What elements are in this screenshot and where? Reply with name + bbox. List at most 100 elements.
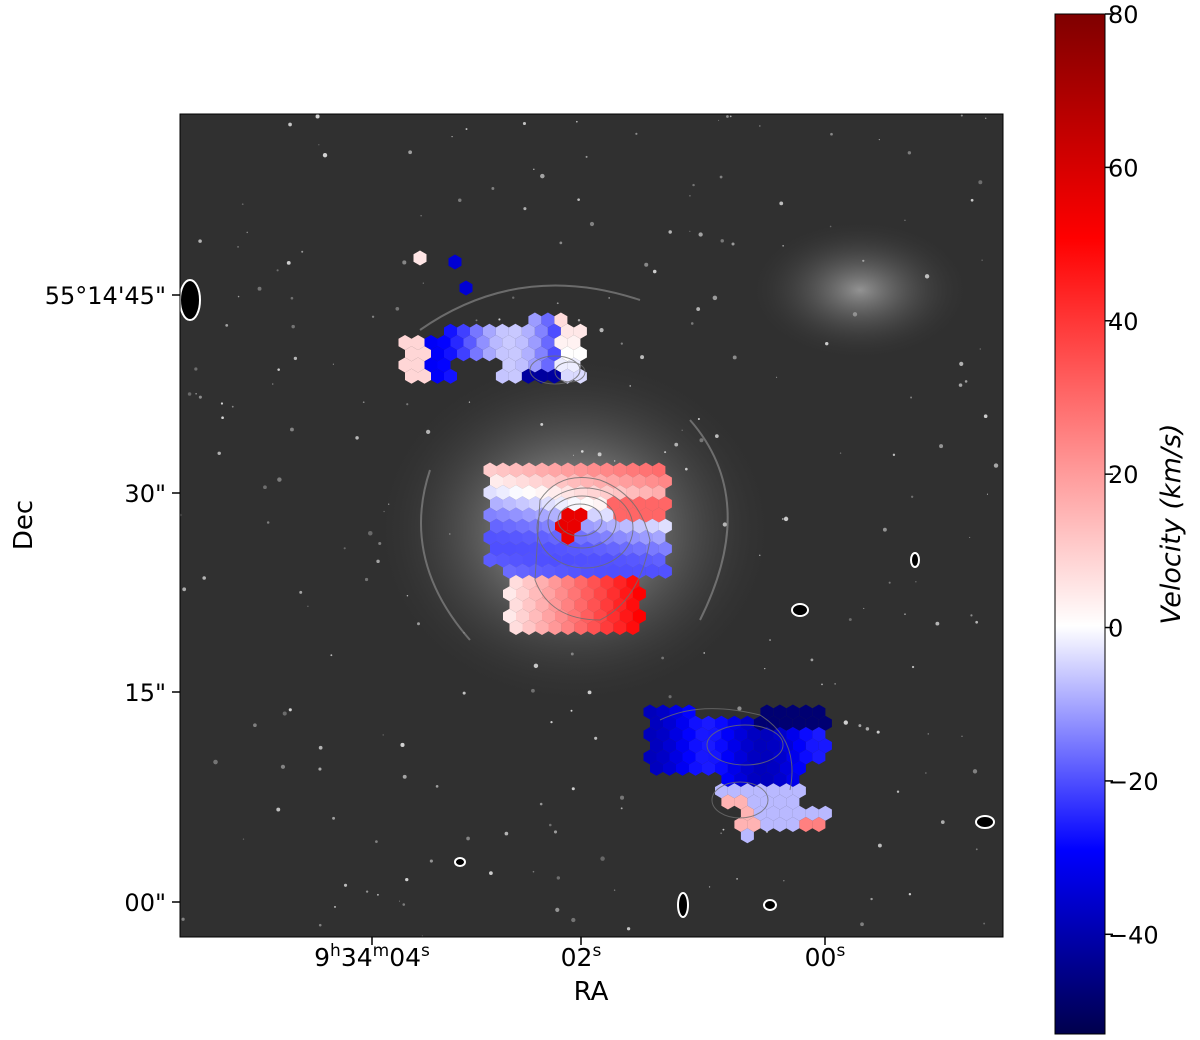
background-star [726,115,729,118]
velocity-hex [619,473,633,489]
background-star [703,652,706,654]
background-star [970,198,974,202]
velocity-hex [561,507,575,523]
velocity-hex [418,368,431,384]
background-star [981,259,983,261]
background-star [282,711,287,716]
velocity-hex [721,794,735,810]
velocity-hex [669,704,683,720]
velocity-hex [574,552,588,568]
background-star [402,260,407,265]
velocity-hex [663,738,676,754]
velocity-hex [561,597,575,613]
background-star [810,658,814,662]
velocity-hex [574,597,588,613]
background-star [237,295,240,298]
y-tick-label: 55°14'45" [45,282,166,310]
velocity-hex [715,760,728,776]
velocity-hex [702,738,715,754]
background-star [865,727,870,731]
background-star [334,905,336,908]
background-star [783,516,789,522]
velocity-hex [645,473,659,489]
background-star [843,720,848,725]
velocity-hex [619,586,633,602]
velocity-hex [626,485,640,500]
background-star [626,927,631,931]
velocity-hex [413,250,427,266]
velocity-hex [753,760,767,776]
velocity-hex [773,704,787,720]
background-star [559,241,563,245]
colorbar-tick-label: 20 [1108,461,1139,489]
velocity-hex [727,783,741,799]
velocity-hex [482,323,496,339]
colorbar-label: Velocity (km/s) [1156,423,1187,624]
background-star [367,530,373,536]
background-star [877,843,882,848]
velocity-hex [503,496,516,512]
velocity-hex [766,783,780,799]
background-star [217,451,221,456]
velocity-hex [715,715,728,731]
velocity-hex [613,575,627,590]
colorbar-tick-label: 60 [1108,154,1139,182]
background-star [599,328,604,333]
velocity-hex [535,597,549,613]
velocity-hex [561,575,575,590]
background-star [512,296,515,299]
velocity-hex [573,346,587,362]
velocity-hex [766,760,780,776]
velocity-hex [805,715,819,731]
velocity-hex [593,586,607,602]
velocity-hex [509,462,523,478]
background-star [620,342,623,345]
colorbar-tick-label: 40 [1108,308,1139,336]
background-star [839,452,842,454]
velocity-hex [740,715,754,731]
velocity-hex [715,783,728,799]
velocity-hex [747,749,761,765]
background-star [435,785,439,788]
velocity-hex-bins [398,250,832,844]
x-axis: 9h34m04s 02s 00s [314,937,845,972]
velocity-hex [626,575,640,590]
background-star [692,183,695,187]
velocity-hex [727,738,741,754]
background-star [293,356,298,361]
velocity-hex [792,805,806,821]
velocity-hex [740,783,754,799]
velocity-hex [522,597,536,613]
velocity-hex [805,738,819,754]
background-star [556,876,561,880]
velocity-hex [431,368,444,384]
background-star [421,935,423,937]
background-star [978,180,983,185]
velocity-hex [503,473,516,489]
velocity-hex [766,715,780,731]
velocity-hex [496,552,510,568]
velocity-hex [799,817,813,832]
velocity-hex [650,760,663,776]
background-star [699,438,704,443]
velocity-hex [643,704,657,720]
background-star [181,917,185,921]
velocity-hex [555,586,568,602]
background-star [689,195,691,197]
velocity-hex [760,772,774,787]
velocity-hex [740,738,754,754]
velocity-hex [773,749,787,765]
background-star [904,219,906,222]
background-star [364,577,369,582]
background-star [400,742,405,748]
velocity-hex [542,563,555,579]
velocity-hex [521,368,535,384]
velocity-hex [658,496,672,512]
velocity-hex [516,608,529,624]
background-star [848,618,852,622]
background-star [613,889,616,891]
background-star [213,759,218,765]
velocity-hex [542,496,555,512]
background-star [532,870,535,873]
